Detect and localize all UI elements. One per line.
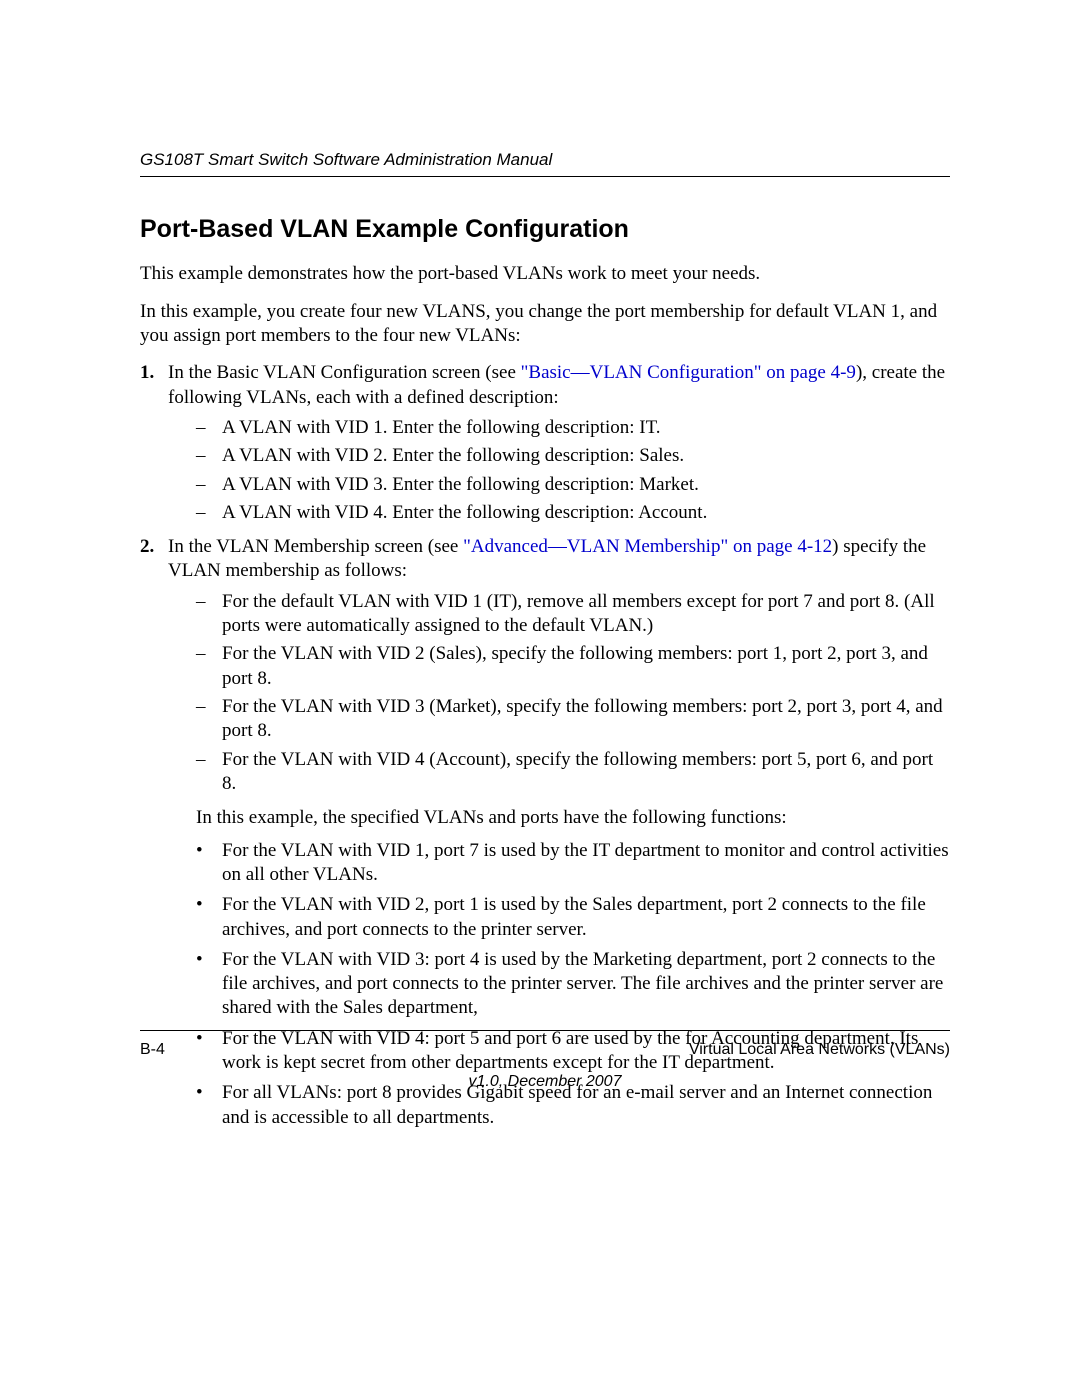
intro-paragraph-1: This example demonstrates how the port-b… xyxy=(140,262,950,286)
intro-paragraph-2: In this example, you create four new VLA… xyxy=(140,300,950,348)
page-content: GS108T Smart Switch Software Administrat… xyxy=(0,0,1080,1130)
footer-page-number: B-4 xyxy=(140,1041,165,1059)
step-1-item: A VLAN with VID 4. Enter the following d… xyxy=(196,501,950,525)
step-2-bullet: For the VLAN with VID 2, port 1 is used … xyxy=(196,893,950,942)
step-2-bullet: For the VLAN with VID 3: port 4 is used … xyxy=(196,948,950,1021)
page-footer: B-4 Virtual Local Area Networks (VLANs) … xyxy=(140,1030,950,1091)
step-1-items: A VLAN with VID 1. Enter the following d… xyxy=(196,416,950,525)
step-1-item: A VLAN with VID 3. Enter the following d… xyxy=(196,473,950,497)
step-2-item: For the VLAN with VID 2 (Sales), specify… xyxy=(196,642,950,691)
link-advanced-vlan-membership[interactable]: "Advanced—VLAN Membership" on page 4-12 xyxy=(463,536,832,557)
step-1-pre: In the Basic VLAN Configuration screen (… xyxy=(168,362,521,383)
step-1-item: A VLAN with VID 1. Enter the following d… xyxy=(196,416,950,440)
step-2-pre: In the VLAN Membership screen (see xyxy=(168,536,463,557)
section-title: Port-Based VLAN Example Configuration xyxy=(140,215,950,244)
step-1-item: A VLAN with VID 2. Enter the following d… xyxy=(196,444,950,468)
step-2-item: For the default VLAN with VID 1 (IT), re… xyxy=(196,590,950,639)
running-header: GS108T Smart Switch Software Administrat… xyxy=(140,150,950,177)
footer-version: v1.0, December 2007 xyxy=(140,1073,950,1091)
step-2-item: For the VLAN with VID 4 (Account), speci… xyxy=(196,748,950,797)
step-2-item: For the VLAN with VID 3 (Market), specif… xyxy=(196,695,950,744)
link-basic-vlan-config[interactable]: "Basic—VLAN Configuration" on page 4-9 xyxy=(521,362,856,383)
step-2-note: In this example, the specified VLANs and… xyxy=(196,806,950,830)
step-2-bullet: For the VLAN with VID 1, port 7 is used … xyxy=(196,839,950,888)
footer-section-name: Virtual Local Area Networks (VLANs) xyxy=(689,1041,950,1059)
footer-row: B-4 Virtual Local Area Networks (VLANs) xyxy=(140,1041,950,1059)
step-1: In the Basic VLAN Configuration screen (… xyxy=(140,361,950,525)
step-2-items: For the default VLAN with VID 1 (IT), re… xyxy=(196,590,950,797)
steps-list: In the Basic VLAN Configuration screen (… xyxy=(140,361,950,1130)
